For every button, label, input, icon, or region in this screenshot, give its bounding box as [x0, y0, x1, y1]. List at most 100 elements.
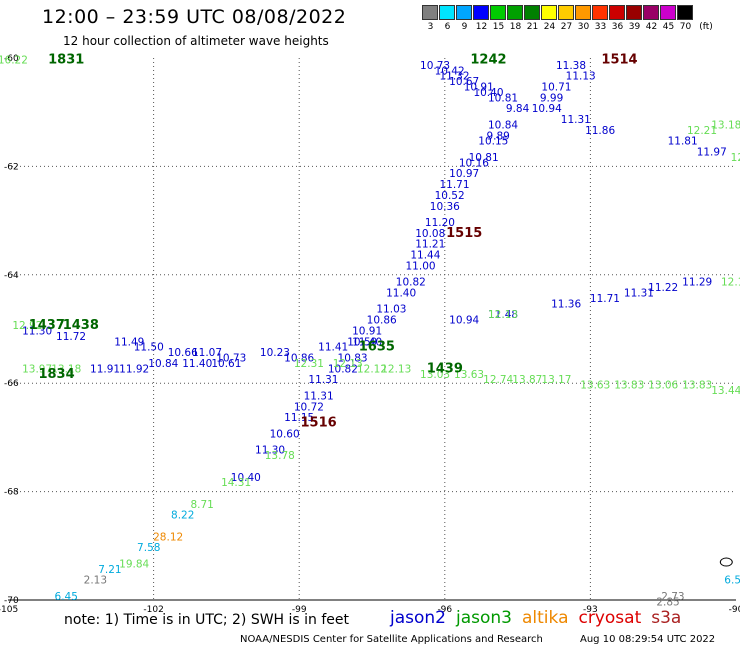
color-scale-label: 36 — [611, 22, 624, 32]
wave-height-label: 10.72 — [294, 401, 324, 413]
wave-height-label: 10.84 — [148, 358, 178, 370]
wave-height-label: 8.22 — [171, 510, 194, 522]
wave-height-label: 12.21 — [687, 125, 717, 137]
wave-height-label: 11.36 — [551, 298, 581, 310]
wave-height-label: 11.31 — [308, 374, 338, 386]
wave-height-label: 11.41 — [318, 342, 348, 354]
wave-height-label: 11.71 — [439, 179, 469, 191]
wave-height-label: 13.06 — [648, 380, 678, 392]
pass-time-label: 1831 — [48, 52, 84, 67]
color-swatch — [677, 5, 693, 20]
wave-height-label: 10.82 — [328, 363, 358, 375]
longitude-tick-label: -96 — [437, 605, 452, 615]
color-swatch — [660, 5, 676, 20]
pass-time-label: 1516 — [301, 416, 337, 431]
wave-height-label: 11.13 — [566, 71, 596, 83]
color-swatch — [643, 5, 659, 20]
wave-height-label: 10.40 — [473, 87, 503, 99]
wave-height-label: 11.92 — [119, 363, 149, 375]
pass-time-label: 1635 — [359, 340, 395, 355]
color-swatch — [524, 5, 540, 20]
wave-height-label: 13.17 — [541, 374, 571, 386]
wave-height-label: 13.83 — [614, 380, 644, 392]
wave-height-label: 28.12 — [153, 531, 183, 543]
wave-height-label: 13.18 — [51, 363, 81, 375]
wave-height-label: 10.81 — [488, 92, 518, 104]
wave-height-label: 11.48 — [488, 309, 518, 321]
pass-time-label: 1514 — [601, 52, 637, 67]
wave-height-label: 10.82 — [396, 277, 426, 289]
wave-height-label: 10.73 — [420, 60, 450, 72]
wave-height-label: 11.72 — [56, 331, 86, 343]
wave-height-label: 12.13 — [381, 363, 411, 375]
wave-height-label: 6.56 — [724, 575, 740, 587]
color-swatch — [439, 5, 455, 20]
mission-legend-item: jason3 — [456, 608, 512, 628]
wave-height-label: 11.38 — [556, 60, 586, 72]
mission-legend: jason2 jason3 altika cryosat s3a — [390, 608, 691, 628]
wave-height-label: 10.16 — [459, 157, 489, 169]
wave-height-label: 10.42 — [435, 65, 465, 77]
latitude-tick-label: -66 — [4, 379, 19, 389]
color-scale-label: 33 — [594, 22, 607, 32]
wave-height-label: 10.59 — [347, 336, 377, 348]
longitude-tick-label: -93 — [583, 605, 598, 615]
wave-height-label: 10.73 — [216, 353, 246, 365]
wave-height-label: 11.97 — [697, 147, 727, 159]
color-scale-label: 9 — [461, 22, 468, 32]
color-scale-label: 6 — [444, 22, 451, 32]
wave-height-label: 11.50 — [134, 342, 164, 354]
wave-height-label: 11.32 — [439, 71, 469, 83]
wave-height-label: 7.21 — [98, 564, 121, 576]
color-scale-label: 12 — [475, 22, 488, 32]
longitude-tick-label: -102 — [143, 605, 163, 615]
color-scale-label: 21 — [526, 22, 539, 32]
credit-text: NOAA/NESDIS Center for Satellite Applica… — [240, 634, 543, 645]
wave-height-label: 9.89 — [486, 130, 509, 142]
color-swatch — [626, 5, 642, 20]
latitude-tick-label: -62 — [4, 162, 19, 172]
wave-height-label: 13.63 — [580, 380, 610, 392]
color-scale-unit: (ft) — [699, 22, 713, 32]
wave-height-label: 10.94 — [449, 315, 479, 327]
wave-height-label: 9.84 — [506, 103, 530, 115]
wave-height-label: 11.07 — [192, 347, 222, 359]
color-swatch — [507, 5, 523, 20]
pass-time-label: 1439 — [427, 361, 463, 376]
mission-legend-item: jason2 — [390, 608, 446, 628]
wave-height-label: 11.44 — [410, 250, 440, 262]
wave-height-label: 16.22 — [0, 54, 28, 66]
wave-height-label: 10.52 — [435, 190, 465, 202]
color-swatch — [575, 5, 591, 20]
page-title: 12:00 – 23:59 UTC 08/08/2022 — [42, 6, 347, 28]
latitude-tick-label: -60 — [4, 54, 19, 64]
wave-height-label: 10.91 — [464, 82, 494, 94]
color-scale-label: 42 — [645, 22, 658, 32]
color-scale-label: 18 — [509, 22, 522, 32]
wave-height-label: 10.71 — [541, 82, 571, 94]
color-swatch — [558, 5, 574, 20]
wave-height-label: 19.84 — [119, 558, 149, 570]
color-scale-labels: 3 6 9 12 15 18 21 24 27 30 33 36 39 42 45 70 (ft) — [422, 22, 718, 34]
wave-height-label: 12.12 — [357, 363, 387, 375]
longitude-tick-label: -90 — [729, 605, 740, 615]
latitude-tick-label: -68 — [4, 488, 19, 498]
color-swatch — [609, 5, 625, 20]
color-scale-label: 70 — [679, 22, 692, 32]
pass-time-label: 1834 — [38, 367, 74, 382]
color-scale-label: 45 — [662, 22, 675, 32]
wave-height-label: 11.20 — [425, 217, 455, 229]
wave-height-label: 13.03 — [420, 369, 450, 381]
color-swatch — [456, 5, 472, 20]
wave-height-label: 11.31 — [561, 114, 591, 126]
wave-height-label: 11.30 — [255, 445, 285, 457]
wave-height-label: 10.40 — [231, 472, 261, 484]
wave-height-label: 13.44 — [711, 385, 740, 397]
color-swatch — [422, 5, 438, 20]
wave-height-label: 11.00 — [406, 260, 436, 272]
color-scale-label: 15 — [492, 22, 505, 32]
wave-height-label: 10.94 — [532, 103, 562, 115]
wave-height-label: 11.22 — [648, 282, 678, 294]
longitude-tick-label: -105 — [0, 605, 18, 615]
wave-height-label: 7.58 — [137, 542, 160, 554]
